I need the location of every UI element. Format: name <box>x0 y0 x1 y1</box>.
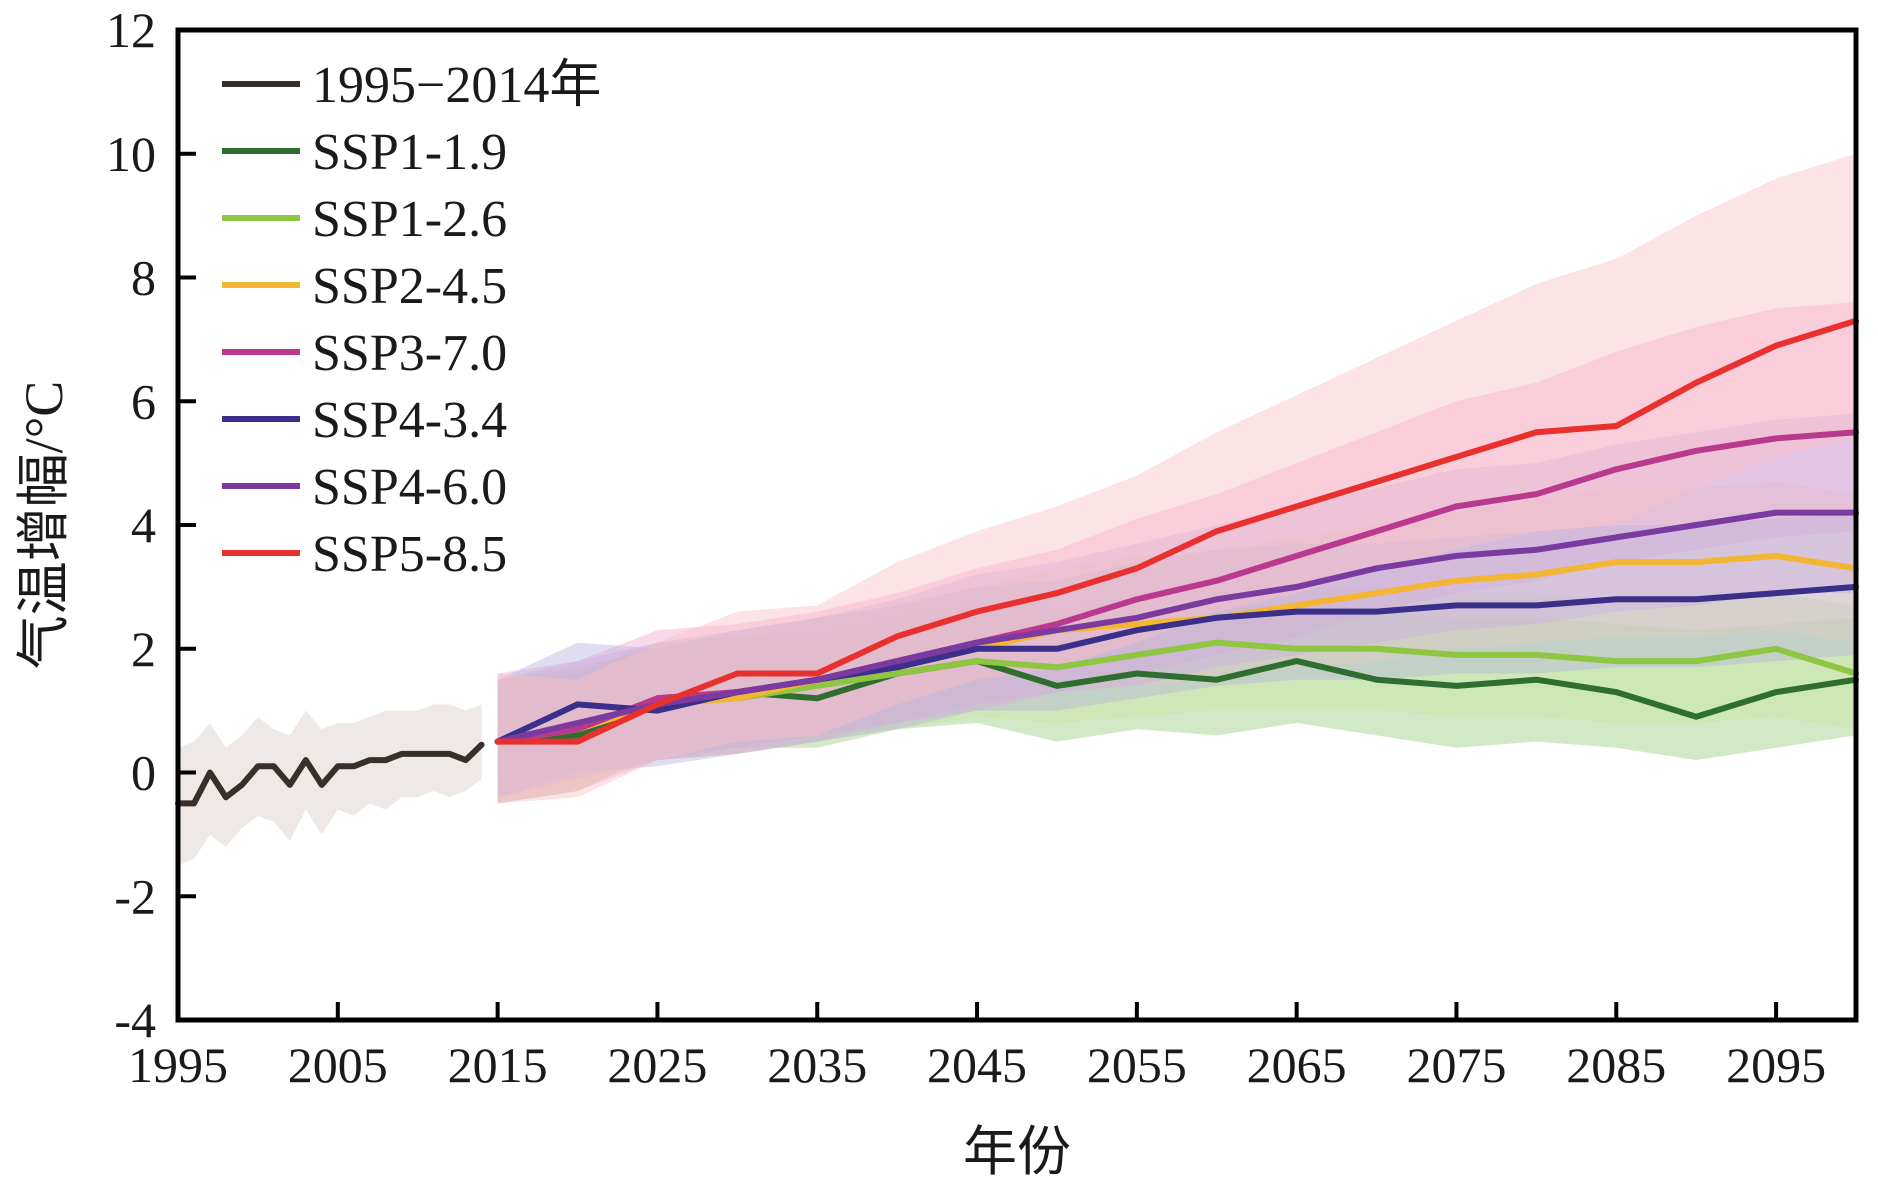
x-axis-title: 年份 <box>963 1122 1071 1182</box>
y-tick-label: 10 <box>106 126 156 182</box>
x-tick-label: 2015 <box>448 1037 548 1093</box>
legend-label-6: SSP4-6.0 <box>312 459 507 516</box>
x-tick-label: 2045 <box>927 1037 1027 1093</box>
series-line-3 <box>494 552 1859 745</box>
legend-label-2: SSP1-2.6 <box>312 191 507 248</box>
legend-label-1: SSP1-1.9 <box>312 124 507 181</box>
band-6 <box>497 413 1857 798</box>
legend-label-4: SSP3-7.0 <box>312 325 507 382</box>
x-tick-label: 2095 <box>1726 1037 1826 1093</box>
band-5 <box>497 512 1857 798</box>
x-tick-label: 2055 <box>1087 1037 1187 1093</box>
legend-label-3: SSP2-4.5 <box>312 258 507 315</box>
y-tick-label: 8 <box>131 250 156 306</box>
band-3 <box>497 481 1857 798</box>
legend-label-5: SSP4-3.4 <box>312 392 507 449</box>
y-tick-label: -4 <box>114 992 156 1048</box>
x-tick-label: 2075 <box>1406 1037 1506 1093</box>
band-1 <box>497 599 1857 804</box>
band-2 <box>497 586 1857 798</box>
x-tick-label: 2035 <box>767 1037 867 1093</box>
y-tick-label: 4 <box>131 497 156 553</box>
y-tick-label: 2 <box>131 621 156 677</box>
band-0 <box>178 704 482 866</box>
y-tick-label: 6 <box>131 373 156 429</box>
y-tick-label: 12 <box>106 2 156 58</box>
y-axis-title: 气温增幅/°C <box>14 381 74 670</box>
x-tick-label: 2005 <box>288 1037 388 1093</box>
series-lines <box>175 317 1859 807</box>
x-tick-label: 2025 <box>607 1037 707 1093</box>
x-tick-label: 2085 <box>1566 1037 1666 1093</box>
series-line-0 <box>175 741 485 807</box>
legend: 1995−2014年 SSP1-1.9 SSP1-2.6 SSP2-4.5 SSP3-7… <box>222 57 601 583</box>
legend-label-7: SSP5-8.5 <box>312 526 507 583</box>
series-line-6 <box>494 509 1859 745</box>
band-7 <box>497 153 1857 804</box>
x-tick-label: 1995 <box>128 1037 228 1093</box>
y-tick-label: 0 <box>131 745 156 801</box>
x-tick-label: 2065 <box>1247 1037 1347 1093</box>
legend-label-0: 1995−2014年 <box>312 57 601 114</box>
y-tick-label: -2 <box>114 868 156 924</box>
axis-ticks: 1995 2005 2015 2025 2035 2045 2055 2065 2075 2085… <box>106 2 1826 1093</box>
series-line-7 <box>494 317 1859 745</box>
